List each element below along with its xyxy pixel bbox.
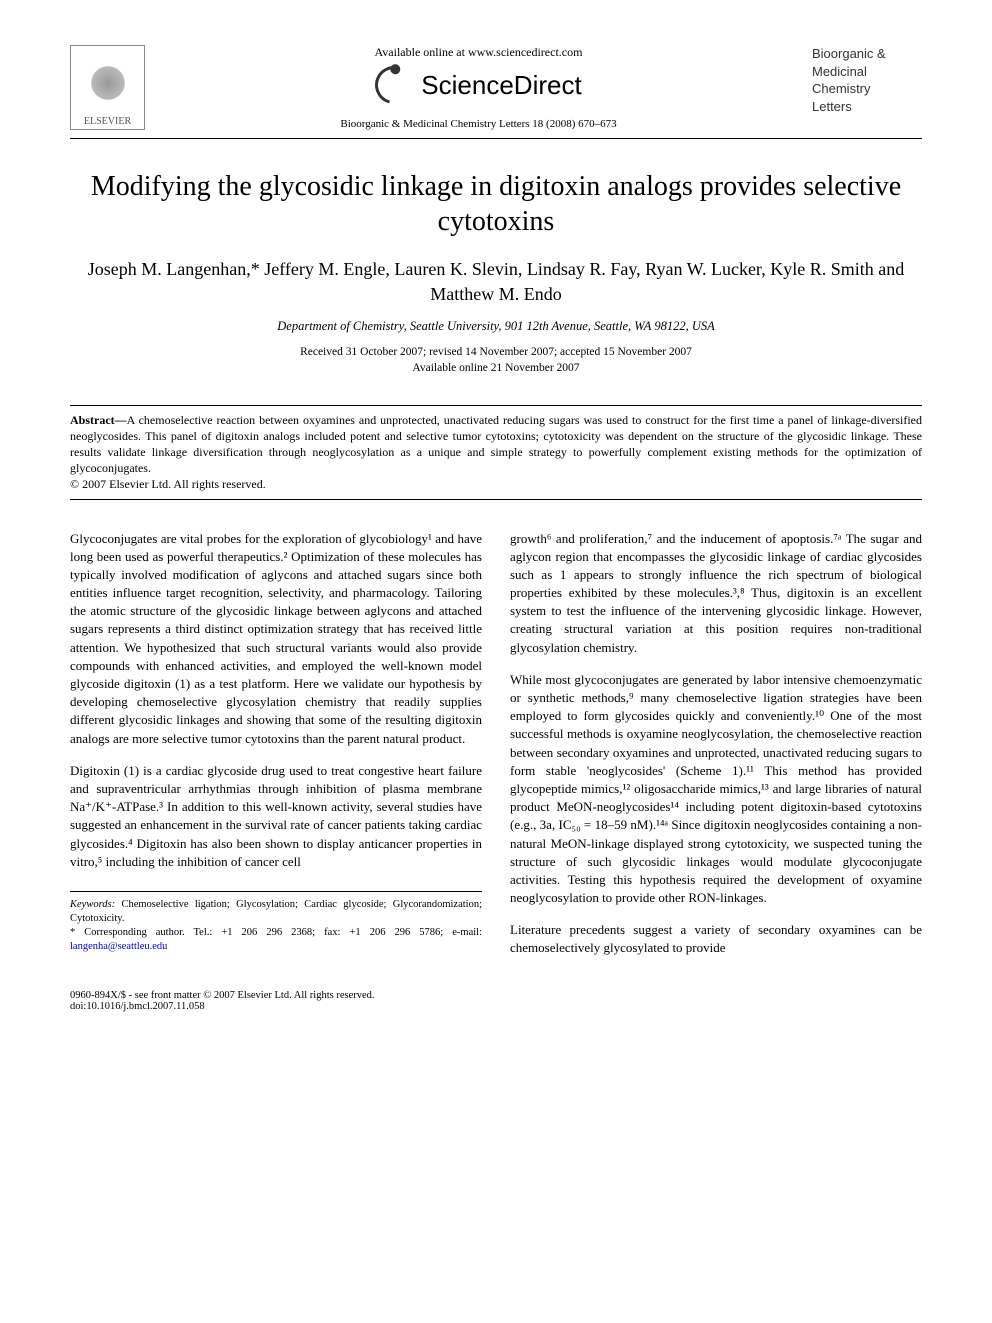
abstract-label: Abstract—: [70, 413, 127, 427]
received-line: Received 31 October 2007; revised 14 Nov…: [70, 344, 922, 360]
elsevier-tree-icon: [83, 61, 133, 116]
journal-name-line: Chemistry: [812, 80, 922, 98]
journal-name-line: Letters: [812, 98, 922, 116]
body-paragraph: Digitoxin (1) is a cardiac glycoside dru…: [70, 762, 482, 871]
header-row: ELSEVIER Available online at www.science…: [70, 45, 922, 130]
header-rule: [70, 138, 922, 139]
corresponding-text: * Corresponding author. Tel.: +1 206 296…: [70, 927, 482, 938]
journal-name-line: Bioorganic &: [812, 45, 922, 63]
body-paragraph: growth⁶ and proliferation,⁷ and the indu…: [510, 530, 922, 657]
elsevier-logo: ELSEVIER: [70, 45, 145, 130]
affiliation-line: Department of Chemistry, Seattle Univers…: [70, 319, 922, 334]
center-header: Available online at www.sciencedirect.co…: [145, 45, 812, 130]
sciencedirect-swoosh-icon: [368, 59, 420, 111]
abstract-text: A chemoselective reaction between oxyami…: [70, 413, 922, 476]
journal-name-block: Bioorganic & Medicinal Chemistry Letters: [812, 45, 922, 115]
bottom-left: 0960-894X/$ - see front matter © 2007 El…: [70, 990, 375, 1012]
right-column: growth⁶ and proliferation,⁷ and the indu…: [510, 530, 922, 972]
body-paragraph: Glycoconjugates are vital probes for the…: [70, 530, 482, 748]
sciencedirect-text: ScienceDirect: [421, 70, 581, 101]
journal-name-line: Medicinal: [812, 63, 922, 81]
front-matter-text: 0960-894X/$ - see front matter © 2007 El…: [70, 990, 375, 1001]
abstract-copyright: © 2007 Elsevier Ltd. All rights reserved…: [70, 477, 266, 491]
dates-block: Received 31 October 2007; revised 14 Nov…: [70, 344, 922, 376]
authors-line: Joseph M. Langenhan,* Jeffery M. Engle, …: [70, 257, 922, 307]
elsevier-label: ELSEVIER: [84, 116, 131, 127]
available-online-text: Available online at www.sciencedirect.co…: [165, 45, 792, 60]
keywords-line: Keywords: Chemoselective ligation; Glyco…: [70, 898, 482, 926]
citation-line: Bioorganic & Medicinal Chemistry Letters…: [165, 118, 792, 130]
body-paragraph: Literature precedents suggest a variety …: [510, 921, 922, 957]
abstract-bottom-rule: [70, 499, 922, 500]
corresponding-author: * Corresponding author. Tel.: +1 206 296…: [70, 926, 482, 954]
sciencedirect-logo: ScienceDirect: [375, 66, 581, 104]
doi-text: doi:10.1016/j.bmcl.2007.11.058: [70, 1001, 375, 1012]
keywords-text: Chemoselective ligation; Glycosylation; …: [70, 899, 482, 924]
footer-block: Keywords: Chemoselective ligation; Glyco…: [70, 891, 482, 955]
bottom-line: 0960-894X/$ - see front matter © 2007 El…: [70, 990, 922, 1012]
corresponding-email-link[interactable]: langenha@seattleu.edu: [70, 941, 167, 952]
abstract-block: Abstract—A chemoselective reaction betwe…: [70, 412, 922, 493]
article-title: Modifying the glycosidic linkage in digi…: [70, 169, 922, 239]
keywords-label: Keywords:: [70, 899, 115, 910]
abstract-top-rule: [70, 405, 922, 406]
left-column: Glycoconjugates are vital probes for the…: [70, 530, 482, 972]
body-columns: Glycoconjugates are vital probes for the…: [70, 530, 922, 972]
available-line: Available online 21 November 2007: [70, 360, 922, 376]
body-paragraph: While most glycoconjugates are generated…: [510, 671, 922, 907]
